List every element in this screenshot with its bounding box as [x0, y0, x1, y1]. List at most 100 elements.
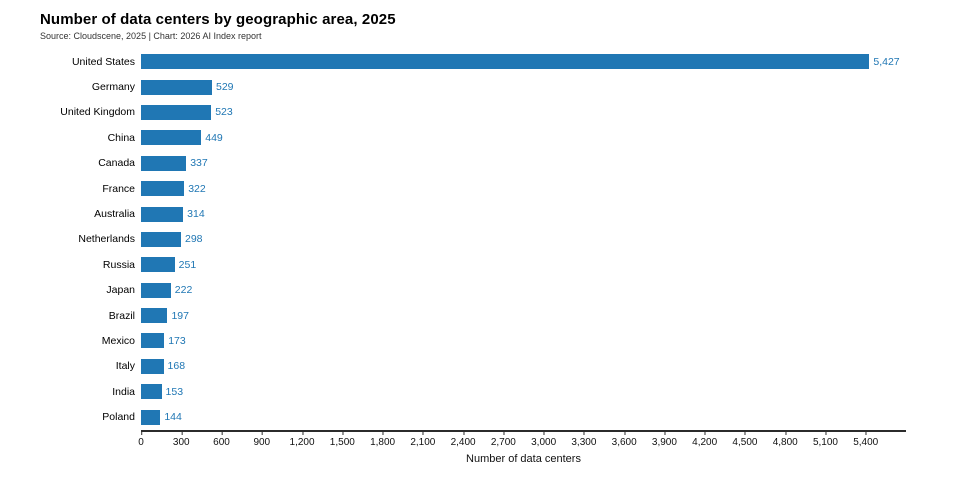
x-axis-tick: 3,300 [571, 431, 597, 448]
bar-row: Mexico 173 [40, 328, 906, 353]
bar-row: Canada 337 [40, 151, 906, 176]
value-label: 153 [165, 385, 184, 398]
bar-track: 5,427 [141, 49, 906, 74]
bar-row: Japan 222 [40, 278, 906, 303]
bar-row: Russia 251 [40, 252, 906, 277]
value-label: 251 [178, 258, 197, 271]
x-axis-label: Number of data centers [466, 452, 581, 465]
bar-track: 449 [141, 125, 906, 150]
value-label: 298 [184, 233, 203, 246]
bar [141, 358, 164, 374]
value-label: 173 [168, 334, 186, 347]
bar [141, 155, 187, 171]
x-axis-tick: 1,800 [370, 431, 396, 448]
x-axis-tick: 2,400 [450, 431, 476, 448]
x-axis-tick: 4,500 [732, 431, 758, 448]
value-label: 222 [174, 284, 193, 297]
chart-source: Source: Cloudscene, 2025 | Chart: 2026 A… [40, 31, 262, 41]
bar-row: Poland 144 [40, 404, 906, 429]
category-label: Italy [115, 360, 135, 373]
bar [141, 181, 185, 197]
value-label: 322 [188, 182, 206, 195]
value-label: 197 [171, 309, 189, 322]
x-axis-tick: 3,000 [531, 431, 557, 448]
bar-track: 153 [141, 379, 906, 404]
bar [141, 333, 165, 349]
category-label: China [107, 131, 135, 144]
x-axis-tick: 3,900 [651, 431, 677, 448]
bar-track: 173 [141, 328, 906, 353]
bar-track: 222 [141, 278, 906, 303]
bar [141, 130, 202, 146]
bar-row: United Kingdom 523 [40, 100, 906, 125]
x-axis-tick: 900 [253, 431, 271, 448]
category-label: Russia [102, 258, 135, 271]
category-label: Poland [102, 411, 135, 424]
category-label: Canada [98, 157, 135, 170]
x-axis-tick: 1,500 [329, 431, 355, 448]
bar-track: 337 [141, 151, 906, 176]
x-axis-tick: 4,200 [692, 431, 718, 448]
value-label: 449 [205, 131, 223, 144]
x-axis-tick: 4,800 [772, 431, 798, 448]
category-label: Brazil [108, 309, 135, 322]
bar-track: 314 [141, 201, 906, 226]
bar-row: India 153 [40, 379, 906, 404]
bar-row: Brazil 197 [40, 303, 906, 328]
value-label: 529 [215, 81, 234, 94]
bar-row: France 322 [40, 176, 906, 201]
value-label: 337 [190, 157, 208, 170]
value-label: 314 [187, 208, 205, 221]
value-label: 523 [215, 106, 233, 119]
bar [141, 282, 171, 298]
value-label: 144 [164, 411, 182, 424]
x-axis-tick: 1,200 [289, 431, 315, 448]
bar-row: Australia 314 [40, 201, 906, 226]
bar [141, 206, 184, 222]
category-label: United Kingdom [60, 106, 135, 119]
bar-track: 197 [141, 303, 906, 328]
category-label: France [102, 182, 135, 195]
value-label: 5,427 [873, 55, 900, 68]
x-axis-tick: 2,100 [410, 431, 436, 448]
bar [141, 231, 181, 247]
bar [141, 79, 212, 95]
bar-row: China 449 [40, 125, 906, 150]
bar-track: 144 [141, 404, 906, 429]
bar-track: 251 [141, 252, 906, 277]
x-axis-tick: 3,600 [611, 431, 637, 448]
x-axis: 0 300 600 900 1,200 1,500 1,800 2,100 2,400 2,700… [138, 429, 906, 450]
bar-row: Italy 168 [40, 354, 906, 379]
bar-row: Germany 529 [40, 74, 906, 99]
x-axis-tick: 300 [172, 431, 190, 448]
category-label: Japan [106, 284, 135, 297]
category-label: Germany [91, 81, 135, 94]
bar-track: 322 [141, 176, 906, 201]
bar-row: United States 5,427 [40, 49, 906, 74]
x-axis-tick: 5,100 [812, 431, 838, 448]
bar-rows: United States 5,427 Germany 529 United Kingd… [40, 49, 906, 430]
x-axis-tick: 5,400 [853, 431, 879, 448]
category-label: Netherlands [78, 233, 135, 246]
bar [141, 409, 161, 425]
category-label: Australia [94, 208, 135, 221]
bar [141, 104, 212, 120]
bar-track: 168 [141, 354, 906, 379]
bar-track: 529 [141, 74, 906, 99]
category-label: Mexico [101, 334, 135, 347]
bar-row: Netherlands 298 [40, 227, 906, 252]
bar-track: 298 [141, 227, 906, 252]
chart-title: Number of data centers by geographic are… [40, 11, 396, 28]
bar [141, 384, 162, 400]
plot-area: United States 5,427 Germany 529 United Kingd… [40, 49, 906, 465]
bar [141, 257, 175, 273]
bar-track: 523 [141, 100, 906, 125]
x-axis-tick: 2,700 [490, 431, 516, 448]
value-label: 168 [167, 360, 186, 373]
category-label: United States [71, 55, 135, 68]
category-label: India [112, 385, 135, 398]
bar [141, 308, 168, 324]
x-axis-tick: 0 [138, 431, 144, 448]
bar [141, 54, 870, 70]
